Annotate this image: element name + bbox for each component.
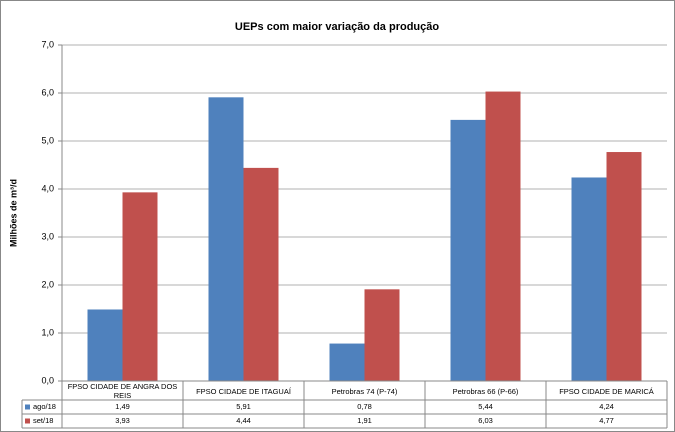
bar <box>329 343 365 381</box>
table-value: 6,03 <box>478 416 493 425</box>
y-tick-label: 1,0 <box>41 327 54 337</box>
bar <box>450 119 486 381</box>
table-value: 1,49 <box>115 402 130 411</box>
y-tick-label: 5,0 <box>41 135 54 145</box>
bar <box>87 309 123 381</box>
x-tick-label: FPSO CIDADE DE ITAGUAÍ <box>196 386 291 396</box>
x-tick-label: FPSO CIDADE DE MARICÁ <box>559 386 654 396</box>
category-cell: FPSO CIDADE DE ITAGUAÍ <box>196 386 291 396</box>
bar <box>243 167 279 381</box>
table-value: 5,44 <box>478 402 493 411</box>
legend-label: set/18 <box>33 416 53 425</box>
bar <box>485 91 521 381</box>
table-value: 4,24 <box>599 402 614 411</box>
bar <box>606 152 642 381</box>
bar <box>571 177 607 381</box>
category-cell: Petrobras 74 (P-74) <box>331 386 398 396</box>
legend-swatch <box>25 418 30 424</box>
x-tick-label: Petrobras 66 (P-66) <box>452 386 519 396</box>
y-tick-label: 0,0 <box>41 375 54 385</box>
bar <box>122 192 158 381</box>
y-tick-label: 7,0 <box>41 39 54 49</box>
y-tick-label: 2,0 <box>41 279 54 289</box>
category-cell: Petrobras 66 (P-66) <box>452 386 519 396</box>
y-tick-label: 6,0 <box>41 87 54 97</box>
x-tick-label: Petrobras 74 (P-74) <box>331 386 398 396</box>
y-tick-label: 4,0 <box>41 183 54 193</box>
chart-title: UEPs com maior variação da produção <box>235 21 439 33</box>
legend-label: ago/18 <box>33 402 56 411</box>
table-value: 1,91 <box>357 416 372 425</box>
x-tick-label: FPSO CIDADE DE ANGRA DOS REIS <box>67 382 178 400</box>
table-value: 0,78 <box>357 402 372 411</box>
table-value: 5,91 <box>236 402 251 411</box>
bar <box>364 289 400 381</box>
legend-swatch <box>25 404 30 410</box>
table-value: 4,77 <box>599 416 614 425</box>
category-cell: FPSO CIDADE DE MARICÁ <box>559 386 654 396</box>
table-value: 4,44 <box>236 416 251 425</box>
y-axis-label: Milhões de m³/d <box>8 179 18 247</box>
y-tick-label: 3,0 <box>41 231 54 241</box>
category-cell: FPSO CIDADE DE ANGRA DOS REIS <box>67 382 178 400</box>
table-value: 3,93 <box>115 416 130 425</box>
bar <box>208 97 244 381</box>
